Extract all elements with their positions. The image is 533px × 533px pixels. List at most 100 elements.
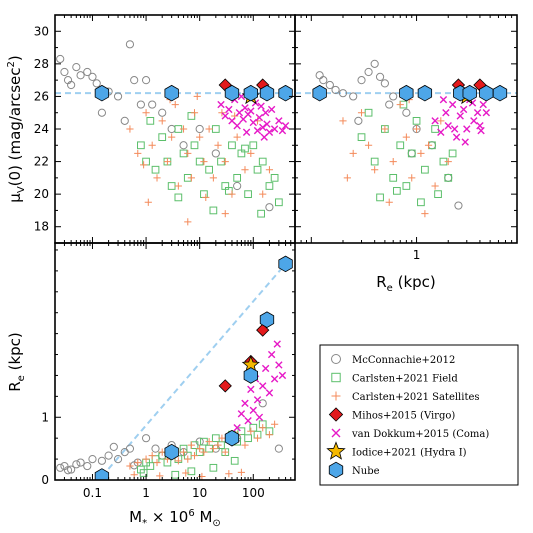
data-point [141, 434, 151, 443]
data-point [241, 441, 249, 449]
data-point [221, 448, 229, 456]
data-point [331, 85, 340, 95]
data-point [270, 173, 279, 182]
data-point [209, 206, 218, 215]
data-point [94, 84, 110, 102]
data-point [265, 166, 274, 174]
data-point [278, 84, 293, 102]
data-point [434, 190, 442, 199]
data-point [456, 112, 464, 120]
data-point [402, 182, 411, 190]
data-point [278, 371, 287, 380]
panel-surface-brightness-vs-mass: 30 28 26 24 22 20 18 μV(0) (mag/arcsec2) [6, 14, 296, 244]
data-point [164, 84, 179, 102]
data-point [211, 125, 220, 133]
data-point [196, 133, 204, 141]
data-point [281, 122, 290, 130]
x-tick-label: 1 [142, 486, 150, 500]
data-point [265, 203, 274, 212]
data-point [211, 434, 220, 443]
data-point [437, 117, 445, 125]
data-point [380, 79, 389, 88]
data-point [343, 174, 351, 182]
series-mcconnachie-2012 [315, 59, 463, 210]
data-point [274, 444, 283, 453]
data-point [130, 76, 139, 85]
data-point [477, 126, 485, 135]
data-point [364, 67, 373, 77]
y-tick-label: 0 [41, 473, 49, 487]
y-tick-label: 24 [34, 122, 49, 136]
data-point [241, 144, 249, 153]
data-point [389, 92, 398, 101]
data-point [407, 149, 416, 158]
data-point [144, 198, 152, 206]
data-point [385, 100, 394, 109]
series-nube [94, 255, 293, 480]
data-point [221, 157, 229, 166]
data-point [174, 193, 183, 202]
data-point [270, 375, 279, 383]
data-point [233, 181, 242, 191]
legend-entry-iodice-2021-hydra-i: Iodice+2021 (Hydra I) [326, 441, 467, 460]
data-point [233, 173, 242, 182]
data-point [448, 100, 457, 109]
data-point [459, 105, 468, 114]
data-point [424, 141, 433, 149]
data-point [278, 126, 287, 135]
y-tick-label: 22 [34, 155, 49, 169]
data-point [312, 84, 327, 102]
data-point [339, 117, 347, 125]
data-point [261, 109, 270, 117]
data-point [190, 452, 199, 460]
data-point [450, 125, 459, 133]
data-point [120, 116, 129, 125]
data-point [228, 190, 236, 198]
data-point [315, 71, 324, 80]
data-point [265, 128, 274, 136]
data-point [72, 63, 81, 72]
legend-marker [331, 372, 341, 383]
series-mihos-2015-virgo [218, 323, 270, 393]
data-point [164, 443, 179, 461]
data-point [402, 108, 411, 117]
data-point [381, 125, 389, 133]
data-point [151, 455, 160, 463]
data-point [221, 112, 229, 120]
data-point [190, 141, 199, 150]
data-point [126, 462, 134, 470]
data-point [370, 157, 379, 166]
data-point [421, 165, 429, 174]
data-point [439, 95, 448, 104]
data-point [136, 100, 145, 109]
legend-label: Iodice+2021 (Hydra I) [352, 448, 467, 459]
data-point [259, 424, 267, 432]
data-point [265, 182, 274, 190]
data-point [148, 100, 157, 109]
data-point [370, 59, 379, 68]
data-point [113, 92, 123, 101]
data-point [209, 445, 217, 453]
data-point [258, 157, 267, 166]
data-point [364, 108, 373, 117]
y-tick-label: 20 [34, 187, 49, 201]
data-point [454, 201, 463, 210]
y-tick-label: 18 [34, 220, 49, 234]
legend-label: Nube [352, 466, 380, 477]
legend-label: McConnachie+2012 [352, 355, 455, 366]
data-point [184, 149, 192, 158]
data-point [221, 210, 229, 218]
data-point [92, 79, 101, 88]
data-point [187, 174, 195, 182]
data-point [167, 124, 176, 134]
data-point [56, 463, 65, 472]
data-point [244, 434, 252, 443]
series-mcconnachie-2012 [56, 40, 274, 212]
data-point [253, 434, 262, 442]
data-point [244, 190, 252, 199]
data-point [247, 427, 255, 435]
data-point [237, 410, 246, 418]
data-point [151, 444, 160, 453]
data-point [148, 141, 156, 149]
